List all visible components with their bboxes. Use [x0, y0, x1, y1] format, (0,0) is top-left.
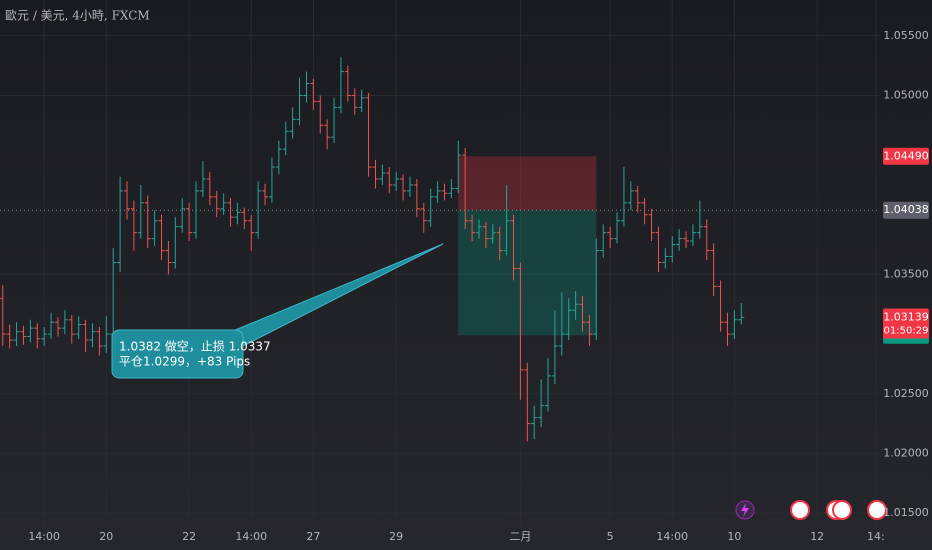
x-tick-label: 22	[182, 530, 196, 543]
y-tick-label: 1.05500	[883, 29, 929, 42]
target-zone	[458, 210, 597, 336]
x-tick-label: 27	[306, 530, 320, 543]
y-tick-label: 1.01500	[883, 506, 929, 519]
annotation-box	[111, 329, 244, 379]
chart-title: 歐元 / 美元, 4小時, FXCM	[5, 8, 150, 23]
event-icon	[832, 500, 852, 520]
annotation-line: 1.0382 做空，止损 1.0337	[119, 339, 271, 354]
price-tag-label: 1.04490	[883, 149, 929, 162]
event-icon	[790, 500, 810, 520]
event-icons	[735, 500, 887, 520]
last-price-label: 1.03139	[883, 311, 929, 324]
y-tick-label: 1.02500	[883, 387, 929, 400]
x-tick-label: 10	[727, 530, 741, 543]
x-tick-label: 29	[389, 530, 403, 543]
x-tick-label: 14:	[867, 530, 885, 543]
y-tick-label: 1.05000	[883, 88, 929, 101]
stop-zone	[458, 156, 597, 211]
event-icon	[741, 503, 749, 517]
y-tick-label: 1.03500	[883, 267, 929, 280]
price-tag	[883, 147, 929, 165]
y-tick-label: 1.02000	[883, 446, 929, 459]
price-tag	[883, 201, 929, 219]
x-tick-label: 14:00	[235, 530, 267, 543]
event-icon	[867, 500, 887, 520]
x-tick-label: 14:00	[28, 530, 60, 543]
x-tick-label: 14:00	[656, 530, 688, 543]
last-price-tag	[883, 308, 929, 339]
x-tick-label: 12	[810, 530, 824, 543]
annotation: 1.0382 做空，止损 1.0337 平仓1.0299，+83 Pips	[111, 243, 444, 379]
x-tick-label: 二月	[509, 530, 531, 543]
price-tag-label: 1.04038	[883, 203, 929, 216]
annotation-line: 平仓1.0299，+83 Pips	[119, 355, 250, 369]
x-tick-label: 20	[99, 530, 113, 543]
x-tick-label: 5	[607, 530, 614, 543]
countdown-label: 01:50:29	[884, 326, 929, 337]
